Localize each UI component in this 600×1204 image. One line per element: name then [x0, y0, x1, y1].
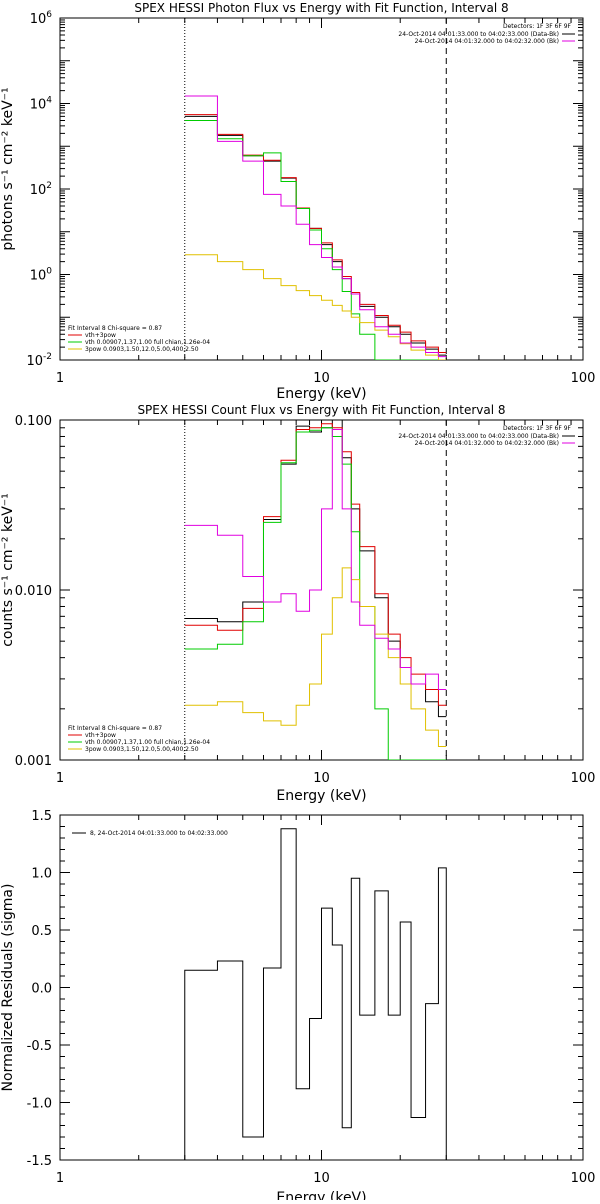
- legend-top-entry: 24-Oct-2014 04:01:33.000 to 04:02:33.000…: [398, 31, 559, 38]
- series-histogram-4: [184, 567, 447, 748]
- legend-detectors: Detectors: 1F 3F 6F 9F: [503, 425, 572, 432]
- chart-title: SPEX HESSI Photon Flux vs Energy with Fi…: [134, 1, 508, 15]
- legend-bottom-entry: 3pow 0.0903,1.50,12.0,5.00,400,2.50: [85, 746, 199, 753]
- legend-top-entry: 24-Oct-2014 04:01:33.000 to 04:02:33.000…: [398, 433, 559, 440]
- y-tick-label: 0.001: [15, 754, 52, 769]
- legend-bottom-entry: vth+3pow: [85, 332, 116, 339]
- series-histogram-4: [184, 254, 447, 360]
- y-tick-label: -1.5: [27, 1154, 52, 1169]
- y-axis-label: counts s⁻¹ cm⁻² keV⁻¹: [0, 493, 16, 647]
- x-tick-label: 10: [313, 371, 330, 386]
- x-tick-label: 100: [571, 1171, 596, 1186]
- series-histogram-2: [184, 423, 447, 706]
- y-tick-label: 0.5: [31, 924, 52, 939]
- legend-bottom-entry: vth+3pow: [85, 732, 116, 739]
- x-axis-label: Energy (keV): [276, 386, 366, 402]
- y-tick-label: 0.010: [15, 584, 52, 599]
- x-tick-label: 1: [56, 771, 64, 786]
- chart-panel-1: SPEX HESSI Photon Flux vs Energy with Fi…: [0, 1, 595, 402]
- x-tick-label: 1: [56, 371, 64, 386]
- y-tick-label: 1.0: [31, 867, 52, 882]
- series-histogram-2: [184, 114, 447, 353]
- x-tick-label: 10: [313, 771, 330, 786]
- series-histogram-1: [184, 115, 447, 356]
- y-tick-label: 10-2: [26, 352, 52, 369]
- chart-panel-3: 1 10 100 Energy (keV) -1.5 -1.0 -0.5 0.0 0.5 1.0 1…: [0, 809, 596, 1204]
- y-tick-label: -0.5: [27, 1039, 52, 1054]
- series-histogram-5: [184, 95, 447, 358]
- y-axis-label: Normalized Residuals (sigma): [0, 884, 16, 1092]
- y-tick-label: 100: [30, 267, 53, 284]
- legend-bottom-entry: 3pow 0.0903,1.50,12.0,5.00,400,2.50: [85, 346, 199, 353]
- series-histogram-3: [184, 120, 447, 360]
- y-tick-label: 1.5: [31, 809, 52, 824]
- x-axis-label: Energy (keV): [276, 1190, 366, 1200]
- y-tick-label: 0.0: [31, 982, 52, 997]
- x-tick-label: 1: [56, 1171, 64, 1186]
- y-tick-label: 0.100: [15, 414, 52, 429]
- plot-frame: [59, 17, 584, 361]
- y-tick-label: 104: [30, 96, 53, 113]
- legend-bottom-entry: vth 0.00907,1.37,1.00 full chian,1.26e-0…: [85, 739, 210, 746]
- y-tick-label: -1.0: [27, 1097, 52, 1112]
- legend-top-entry: 24-Oct-2014 04:01:32.000 to 04:02:32.000…: [415, 38, 559, 45]
- x-tick-label: 100: [571, 371, 596, 386]
- x-tick-label: 100: [571, 771, 596, 786]
- x-tick-label: 10: [313, 1171, 330, 1186]
- x-axis-label: Energy (keV): [276, 788, 366, 804]
- legend-fit-header: Fit Interval 8 Chi-square = 0.87: [68, 325, 162, 332]
- legend-detectors: Detectors: 1F 3F 6F 9F: [503, 23, 572, 30]
- y-tick-label: 106: [30, 10, 53, 27]
- chart-title: SPEX HESSI Count Flux vs Energy with Fit…: [137, 403, 505, 417]
- legend-fit-header: Fit Interval 8 Chi-square = 0.87: [68, 725, 162, 732]
- series-histogram-5: [184, 428, 447, 690]
- legend-bottom-entry: vth 0.00907,1.37,1.00 full chian,1.26e-0…: [85, 339, 210, 346]
- series-histogram-1: [184, 420, 447, 718]
- legend-left-entry: 8, 24-Oct-2014 04:01:33.000 to 04:02:33.…: [90, 830, 228, 837]
- series-histogram-1: [184, 828, 447, 1160]
- legend-top-entry: 24-Oct-2014 04:01:32.000 to 04:02:32.000…: [415, 440, 559, 447]
- chart-panel-2: SPEX HESSI Count Flux vs Energy with Fit…: [0, 403, 595, 804]
- series-histogram-3: [184, 427, 447, 760]
- y-tick-label: 102: [30, 181, 52, 198]
- y-axis-label: photons s⁻¹ cm⁻² keV⁻¹: [0, 87, 16, 250]
